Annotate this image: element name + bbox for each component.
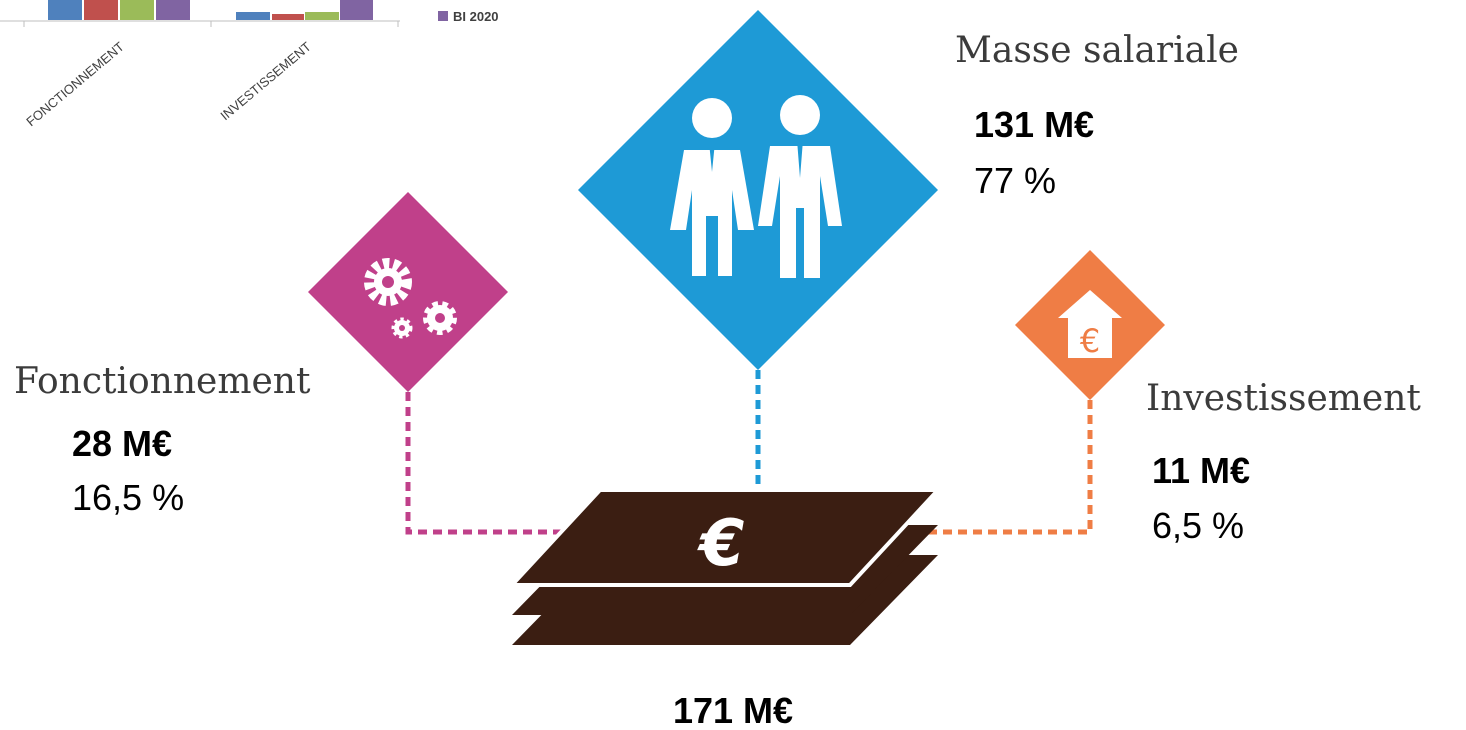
item-amount: 11 M€ [1152,450,1250,491]
item-label: Investissement [1146,378,1421,419]
item-amount: 28 M€ [72,423,172,464]
svg-text:€: € [697,507,745,581]
category-label: INVESTISSEMENT [217,39,314,123]
bar-shape [340,0,373,20]
item-share: 77 % [974,160,1056,201]
item-amount: 131 M€ [974,104,1094,145]
bar-shape [120,0,154,20]
money-stack: € [507,488,943,645]
item-label: Fonctionnement [14,361,311,402]
bar-shape [236,12,270,20]
bar-shape [48,0,82,20]
legend-swatch [438,11,448,21]
connector [405,392,600,535]
legend-label: BI 2020 [453,9,499,24]
item-share: 16,5 % [72,477,184,518]
item-share: 6,5 % [1152,505,1244,546]
salary-icon [578,10,938,370]
total-amount: 171 M€ [673,690,793,730]
item-label: Masse salariale [955,30,1239,71]
chart-excerpt: FONCTIONNEMENT INVESTISSEMENT BI 2020 [0,0,499,129]
category-label: FONCTIONNEMENT [23,39,127,129]
bar-shape [84,0,118,20]
operations-icon [308,192,508,392]
bar-shape [305,12,339,20]
investment-icon: € [1015,250,1165,400]
svg-text:€: € [1080,322,1100,360]
bar-shape [272,14,304,20]
bar-shape [156,0,190,20]
